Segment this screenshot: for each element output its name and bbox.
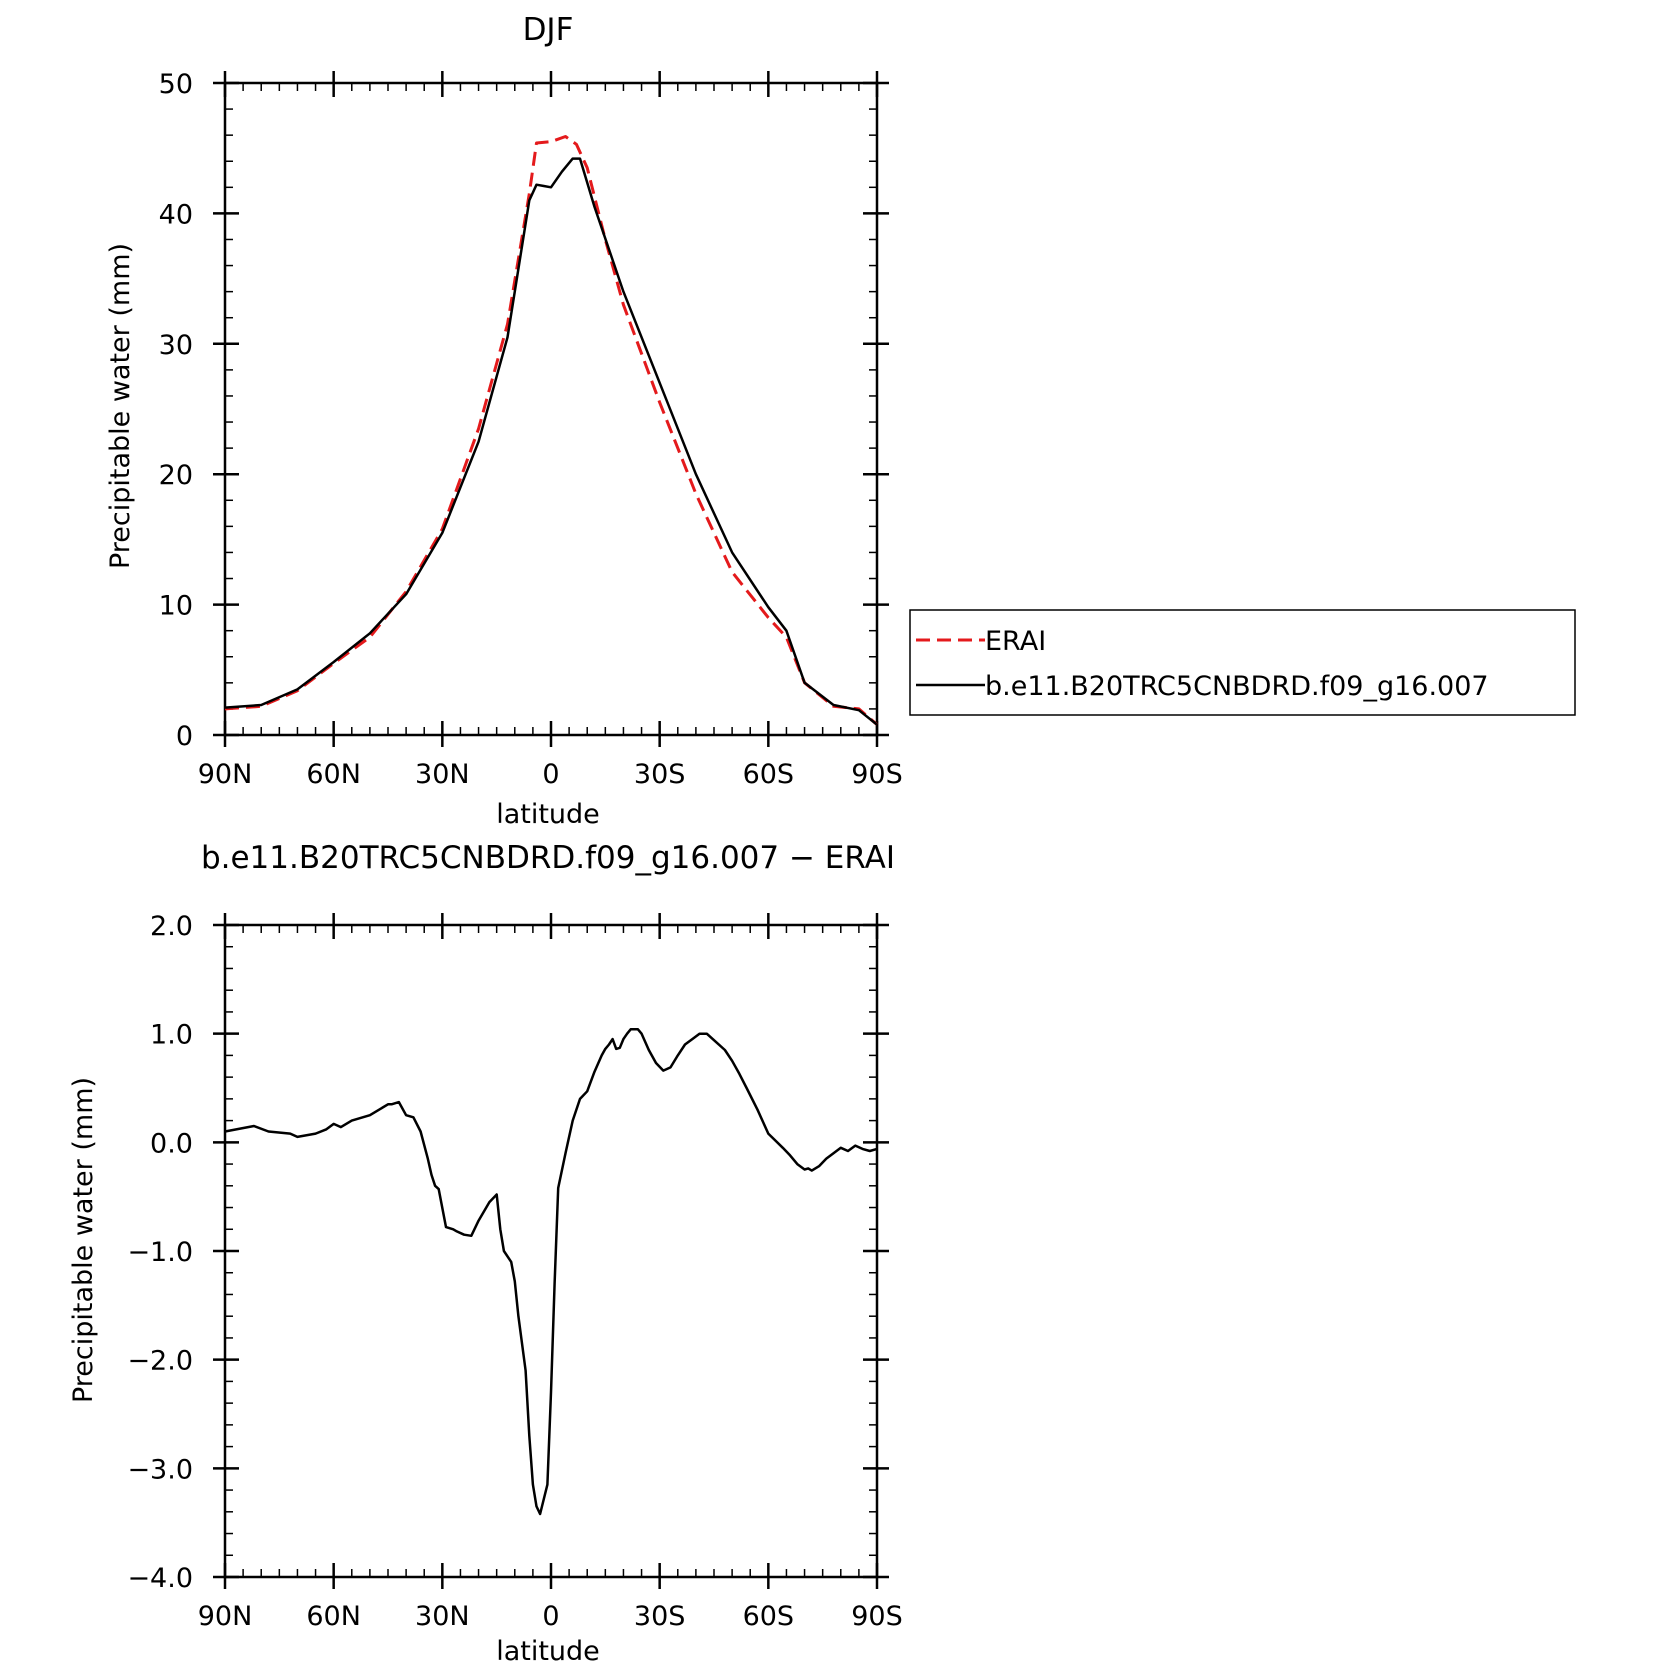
bottom-plot-y-tick-label: −4.0 [127, 1563, 193, 1594]
bottom-plot-difference-line [224, 1028, 878, 1516]
top-plot-x-tick-label: 0 [542, 759, 559, 790]
top-plot-y-tick-label: 10 [159, 591, 193, 622]
top-plot-erai-line [224, 135, 878, 726]
legend-box [909, 609, 1576, 716]
bottom-plot-x-tick-label: 60N [306, 1601, 361, 1632]
bottom-plot-x-tick-label: 90N [198, 1601, 253, 1632]
top-plot-title: DJF [523, 12, 574, 48]
bottom-plot-frame [223, 923, 879, 1579]
top-plot-x-tick-label: 90S [851, 759, 903, 790]
bottom-plot-y-tick-label: −3.0 [127, 1454, 193, 1485]
bottom-plot-y-tick-label: 1.0 [150, 1020, 193, 1051]
top-plot-lines [224, 135, 878, 726]
legend-erai-label: ERAI [985, 626, 1046, 657]
top-plot-precipitable-water: DJF 90N 60N 30N 0 30S 60S 90S 0 10 20 30 40 50 latit… [105, 12, 903, 830]
top-plot-x-tick-label: 90N [198, 759, 253, 790]
bottom-plot-x-tick-label: 30N [415, 1601, 470, 1632]
bottom-plot-y-tick-label: −1.0 [127, 1237, 193, 1268]
top-plot-x-tick-label: 30S [634, 759, 686, 790]
top-plot-x-tick-label: 60S [743, 759, 795, 790]
top-plot-frame [223, 81, 879, 737]
bottom-plot-y-axis-label: Precipitable water (mm) [68, 1077, 99, 1403]
bottom-plot-y-tick-label: −2.0 [127, 1346, 193, 1377]
top-plot-x-tick-label: 60N [306, 759, 361, 790]
bottom-plot-y-tick-label: 2.0 [150, 911, 193, 942]
bottom-plot-y-tick-label: 0.0 [150, 1128, 193, 1159]
bottom-plot-x-tick-label: 0 [542, 1601, 559, 1632]
bottom-plot-x-tick-label: 60S [743, 1601, 795, 1632]
top-plot-x-axis-label: latitude [496, 799, 600, 830]
bottom-plot-x-axis-label: latitude [496, 1636, 600, 1667]
legend-model-label: b.e11.B20TRC5CNBDRD.f09_g16.007 [985, 671, 1489, 702]
bottom-plot-x-tick-label: 30S [634, 1601, 686, 1632]
top-plot-y-tick-label: 30 [159, 330, 193, 361]
legend: ERAI b.e11.B20TRC5CNBDRD.f09_g16.007 [909, 609, 1576, 716]
bottom-plot-x-tick-label: 90S [851, 1601, 903, 1632]
top-plot-y-tick-label: 20 [159, 460, 193, 491]
top-plot-axes: 90N 60N 30N 0 30S 60S 90S 0 10 20 30 40 50 [159, 69, 903, 790]
top-plot-x-tick-label: 30N [415, 759, 470, 790]
top-plot-model-line [224, 157, 878, 726]
bottom-plot-title: b.e11.B20TRC5CNBDRD.f09_g16.007 − ERAI [201, 840, 895, 876]
top-plot-y-tick-label: 40 [159, 199, 193, 230]
bottom-plot-difference: b.e11.B20TRC5CNBDRD.f09_g16.007 − ERAI 9… [68, 840, 903, 1667]
top-plot-y-tick-label: 50 [159, 69, 193, 100]
top-plot-y-tick-label: 0 [176, 721, 193, 752]
bottom-plot-axes: 90N 60N 30N 0 30S 60S 90S 2.0 1.0 0.0 −1.0 −2.0 −3.0… [127, 911, 902, 1632]
bottom-plot-lines [224, 1028, 878, 1516]
top-plot-y-axis-label: Precipitable water (mm) [105, 243, 136, 569]
